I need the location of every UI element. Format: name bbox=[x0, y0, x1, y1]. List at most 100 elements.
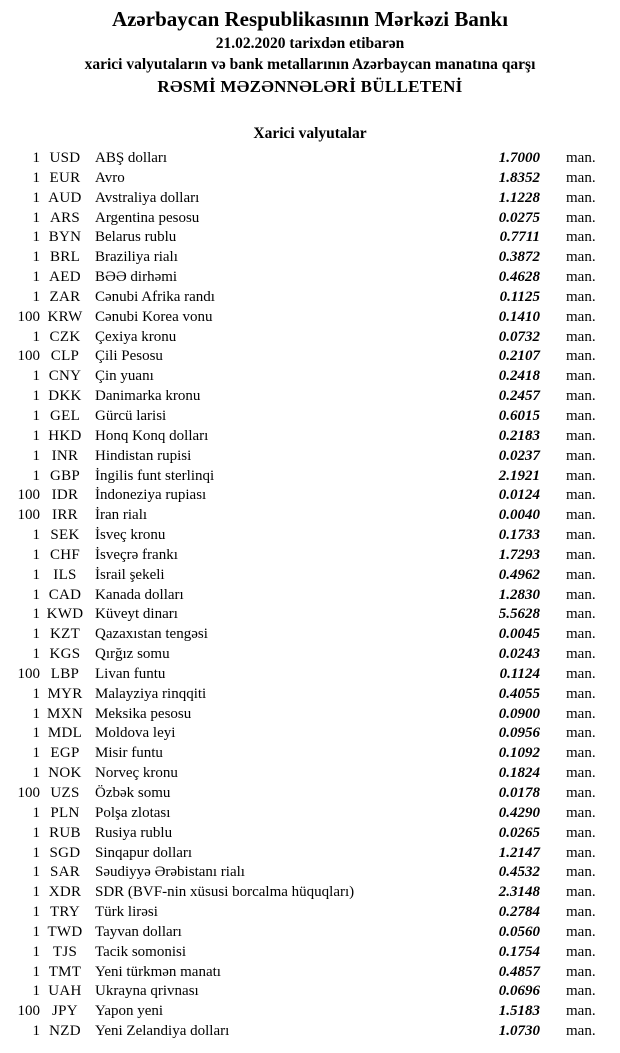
rate-value-cell: 0.0696 bbox=[498, 983, 540, 1000]
table-row: 1 RUB Rusiya rublu 0.0265 man. bbox=[0, 824, 620, 844]
quantity-cell: 1 bbox=[32, 467, 41, 484]
table-row: 1 GEL Gürcü larisi 0.6015 man. bbox=[0, 407, 620, 427]
quantity-cell: 1 bbox=[32, 150, 41, 166]
table-row: 1 PLN Polşa zlotası 0.4290 man. bbox=[0, 804, 620, 824]
quantity-cell: 100 bbox=[17, 1003, 41, 1020]
table-row: 1 INR Hindistan rupisi 0.0237 man. bbox=[0, 447, 620, 467]
rate-value-cell: 0.6015 bbox=[498, 407, 540, 424]
unit-label-cell: man. bbox=[566, 824, 596, 841]
unit-label-cell: man. bbox=[566, 943, 596, 960]
quantity-cell: 1 bbox=[32, 447, 41, 464]
unit-label-cell: man. bbox=[566, 983, 596, 1000]
currency-code-cell: KZT bbox=[49, 626, 81, 643]
table-row: 1 CAD Kanada dolları 1.2830 man. bbox=[0, 586, 620, 606]
unit-label-cell: man. bbox=[566, 646, 596, 663]
unit-label-cell: man. bbox=[566, 328, 596, 345]
rate-value-cell: 1.8352 bbox=[498, 169, 540, 186]
currency-code-cell: ILS bbox=[53, 566, 77, 583]
currency-name-cell: Yeni türkmən manatı bbox=[95, 963, 221, 980]
rate-value-cell: 0.2107 bbox=[498, 348, 540, 365]
table-row: 1 KWD Küveyt dinarı 5.5628 man. bbox=[0, 605, 620, 625]
unit-label-cell: man. bbox=[566, 566, 596, 583]
currency-code-cell: LBP bbox=[50, 665, 80, 682]
unit-label-cell: man. bbox=[566, 785, 596, 801]
rate-value-cell: 0.0900 bbox=[498, 705, 540, 722]
unit-label-cell: man. bbox=[566, 1003, 596, 1020]
table-row: 100 CLP Çili Pesosu 0.2107 man. bbox=[0, 347, 620, 367]
quantity-cell: 1 bbox=[32, 745, 41, 762]
rate-value-cell: 1.7000 bbox=[498, 150, 540, 166]
table-row: 1 SGD Sinqapur dolları 1.2147 man. bbox=[0, 844, 620, 864]
currency-name-cell: Ukrayna qrivnası bbox=[95, 983, 199, 1000]
currency-name-cell: İndoneziya rupiası bbox=[95, 487, 207, 504]
unit-label-cell: man. bbox=[566, 1023, 596, 1040]
unit-label-cell: man. bbox=[566, 745, 596, 762]
currency-name-cell: BƏƏ dirhəmi bbox=[95, 269, 178, 286]
currency-name-cell: Polşa zlotası bbox=[95, 804, 171, 821]
table-row: 1 CNY Çin yuanı 0.2418 man. bbox=[0, 367, 620, 387]
currency-name-cell: İsveçrə frankı bbox=[95, 546, 178, 563]
unit-label-cell: man. bbox=[566, 467, 596, 484]
currency-code-cell: BYN bbox=[48, 229, 82, 246]
table-row: 1 SEK İsveç kronu 0.1733 man. bbox=[0, 526, 620, 546]
quantity-cell: 1 bbox=[32, 368, 41, 385]
rate-value-cell: 0.0243 bbox=[498, 646, 540, 663]
currency-code-cell: IRR bbox=[52, 507, 78, 524]
unit-label-cell: man. bbox=[566, 169, 596, 186]
currency-name-cell: Livan funtu bbox=[95, 665, 166, 682]
quantity-cell: 1 bbox=[32, 804, 41, 821]
quantity-cell: 1 bbox=[32, 923, 41, 940]
rate-value-cell: 0.1824 bbox=[498, 765, 540, 782]
rate-value-cell: 0.2784 bbox=[498, 904, 540, 921]
currency-code-cell: IDR bbox=[51, 487, 79, 504]
currency-name-cell: Sinqapur dolları bbox=[95, 844, 193, 861]
unit-label-cell: man. bbox=[566, 705, 596, 722]
unit-label-cell: man. bbox=[566, 586, 596, 603]
currency-name-cell: Yapon yeni bbox=[95, 1003, 164, 1020]
currency-code-cell: KWD bbox=[46, 606, 84, 623]
currency-name-cell: Kanada dolları bbox=[95, 586, 184, 603]
rate-value-cell: 0.1754 bbox=[498, 943, 540, 960]
quantity-cell: 1 bbox=[32, 269, 41, 286]
currency-code-cell: NZD bbox=[49, 1023, 81, 1040]
unit-label-cell: man. bbox=[566, 765, 596, 782]
unit-label-cell: man. bbox=[566, 923, 596, 940]
table-row: 1 HKD Honq Konq dolları 0.2183 man. bbox=[0, 427, 620, 447]
table-row: 1 AUD Avstraliya dolları 1.1228 man. bbox=[0, 189, 620, 209]
currency-name-cell: Braziliya rialı bbox=[95, 249, 178, 266]
rate-value-cell: 0.1733 bbox=[498, 527, 540, 544]
quantity-cell: 1 bbox=[32, 765, 41, 782]
currency-name-cell: Cənubi Korea vonu bbox=[95, 308, 213, 325]
table-row: 100 IRR İran rialı 0.0040 man. bbox=[0, 506, 620, 526]
currency-name-cell: Misir funtu bbox=[95, 745, 163, 762]
currency-code-cell: SAR bbox=[49, 864, 81, 881]
currency-name-cell: Malayziya rinqqiti bbox=[95, 685, 207, 702]
quantity-cell: 100 bbox=[17, 487, 41, 504]
currency-name-cell: Hindistan rupisi bbox=[95, 447, 192, 464]
currency-code-cell: TMT bbox=[48, 963, 82, 980]
table-row: 100 LBP Livan funtu 0.1124 man. bbox=[0, 665, 620, 685]
quantity-cell: 1 bbox=[32, 904, 41, 921]
rate-value-cell: 1.5183 bbox=[498, 1003, 540, 1020]
rate-value-cell: 0.2418 bbox=[498, 368, 540, 385]
currency-code-cell: INR bbox=[51, 447, 79, 464]
quantity-cell: 1 bbox=[32, 288, 41, 305]
rate-value-cell: 2.1921 bbox=[498, 467, 540, 484]
table-row: 1 ZAR Cənubi Afrika randı 0.1125 man. bbox=[0, 288, 620, 308]
currency-name-cell: İsrail şekeli bbox=[95, 566, 165, 583]
currency-name-cell: Rusiya rublu bbox=[95, 824, 173, 841]
table-row: 1 EGP Misir funtu 0.1092 man. bbox=[0, 744, 620, 764]
currency-code-cell: MXN bbox=[47, 705, 83, 722]
quantity-cell: 1 bbox=[32, 705, 41, 722]
rate-value-cell: 0.1125 bbox=[499, 288, 540, 305]
unit-label-cell: man. bbox=[566, 447, 596, 464]
currency-code-cell: TRY bbox=[49, 904, 81, 921]
rate-value-cell: 0.4857 bbox=[498, 963, 540, 980]
currency-name-cell: Moldova leyi bbox=[95, 725, 176, 742]
table-row: 1 KZT Qazaxıstan tengəsi 0.0045 man. bbox=[0, 625, 620, 645]
quantity-cell: 1 bbox=[32, 546, 41, 563]
quantity-cell: 1 bbox=[32, 427, 41, 444]
unit-label-cell: man. bbox=[566, 249, 596, 266]
currency-name-cell: Gürcü larisi bbox=[95, 407, 167, 424]
